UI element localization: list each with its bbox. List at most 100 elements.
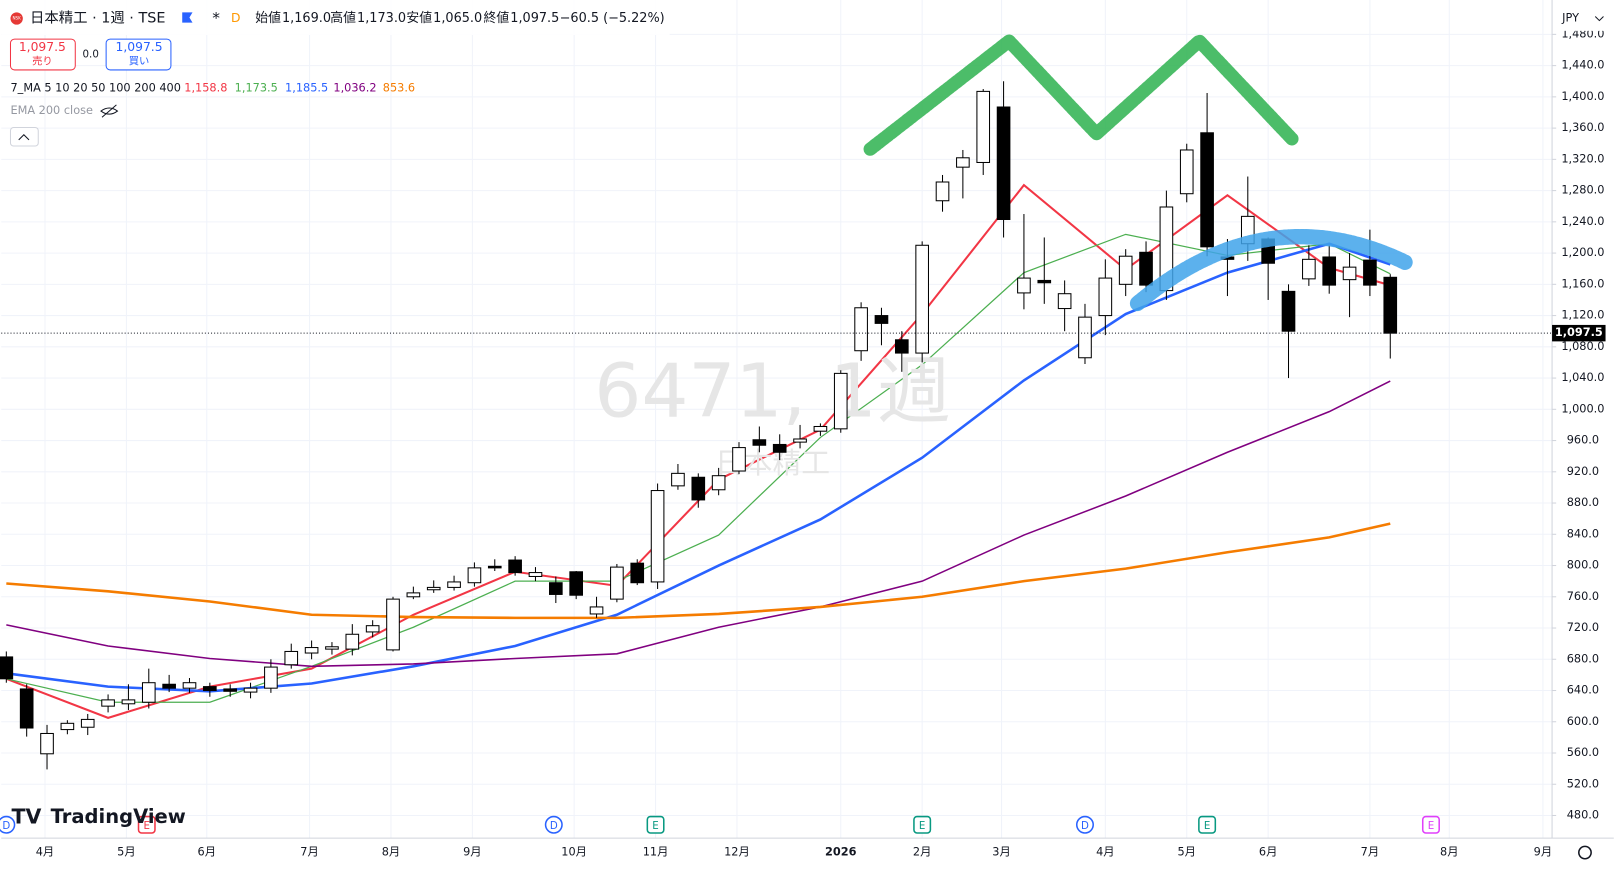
candle-body: [60, 722, 75, 731]
candle-body: [732, 447, 746, 472]
candle-body: [264, 666, 278, 689]
candle-body: [711, 475, 726, 491]
y-tick-label: 640.0: [1567, 684, 1599, 697]
candle-body: [19, 688, 34, 729]
candle-body: [894, 339, 909, 354]
candle-body: [691, 476, 706, 501]
x-tick-label: 6月: [198, 846, 217, 859]
candle-body: [1057, 293, 1072, 310]
candle-body: [121, 699, 136, 705]
spread: 0.0: [83, 49, 99, 61]
y-tick-label: 560.0: [1567, 746, 1599, 759]
sell-button[interactable]: [9, 38, 76, 71]
logo-text: NSK: [12, 16, 21, 21]
candle-body: [589, 606, 604, 615]
y-tick-label: 1,160.0: [1561, 277, 1604, 290]
candle-body: [610, 566, 624, 600]
brand-mark: TV: [12, 805, 42, 829]
candle-body: [1342, 266, 1357, 281]
ma-value: 1,158.8: [184, 81, 227, 94]
ma-line: [6, 380, 1391, 668]
ma-value: 1,036.2: [333, 81, 376, 94]
ma-value: 853.6: [383, 81, 415, 94]
x-tick-label: 5月: [1177, 846, 1195, 859]
candle-body: [1139, 251, 1153, 286]
x-tick-label: 4月: [36, 846, 55, 859]
candle-body: [1037, 279, 1052, 284]
ma-label[interactable]: 7_MA 5 10 20 50 100 200 400: [10, 81, 180, 94]
collapse-button[interactable]: [9, 127, 39, 147]
x-tick-label: 2月: [913, 846, 932, 859]
candle-body: [996, 106, 1011, 221]
y-tick-label: 920.0: [1567, 465, 1599, 478]
watermark: 6471, 1週: [594, 348, 951, 434]
highlight-zigzag: [863, 34, 1299, 156]
plot-area: [1, 0, 1553, 839]
time-axis: [1, 838, 1614, 869]
y-tick-label: 1,000.0: [1561, 402, 1604, 415]
hide-icon[interactable]: [100, 104, 119, 118]
collapse-icon: [18, 133, 30, 141]
candle-body: [1017, 277, 1031, 294]
sell-price[interactable]: 1,097.5: [19, 40, 66, 54]
candle-body: [793, 438, 807, 443]
buy-button[interactable]: [105, 38, 172, 71]
y-tick-label: 1,040.0: [1561, 371, 1604, 384]
candle-body: [1322, 256, 1337, 286]
event-label: D: [1081, 820, 1089, 832]
ohlc-value: 1,169.0: [282, 11, 331, 26]
y-tick-label: 1,080.0: [1561, 340, 1604, 353]
x-tick-label: 10月: [561, 846, 587, 859]
sell-label[interactable]: 売り: [32, 55, 53, 68]
candle-body: [304, 647, 319, 654]
y-tick-label: 1,280.0: [1561, 184, 1604, 197]
axes: 480.0 520.0 560.0 600.0 640.0 680.0 720.0 760.0…: [0, 27, 1606, 859]
last-price-label: 1,097.5: [1555, 326, 1603, 339]
candle-body: [772, 443, 787, 453]
ma-value: 1,173.5: [235, 81, 278, 94]
event-marker: [646, 815, 665, 834]
buy-price[interactable]: 1,097.5: [116, 40, 163, 54]
candle-body: [284, 650, 299, 666]
candle-body: [101, 699, 115, 707]
event-marker: [0, 815, 16, 834]
event-label: E: [1428, 820, 1435, 832]
candle-body: [915, 244, 929, 354]
candle-body: [813, 425, 828, 432]
buy-label[interactable]: 買い: [129, 56, 150, 68]
x-tick-label: 12月: [724, 846, 750, 859]
candle-body: [447, 581, 461, 588]
candle-body: [874, 315, 889, 324]
ohlc-value: 1,097.5: [510, 11, 559, 26]
logo: [10, 12, 23, 25]
y-tick-label: 1,200.0: [1561, 246, 1604, 259]
currency[interactable]: JPY: [1561, 12, 1579, 25]
ohlc-name: 終値: [484, 10, 510, 26]
x-tick-label: 6月: [1259, 846, 1277, 859]
candle-body: [345, 633, 360, 650]
settings-icon[interactable]: [1578, 845, 1592, 860]
y-tick-label: 1,400.0: [1561, 90, 1604, 103]
event-label: E: [1204, 820, 1210, 832]
ohlc-name: 始値: [255, 10, 281, 26]
candle-body: [671, 472, 685, 487]
candle-body: [0, 656, 14, 680]
x-tick-label: 5月: [117, 846, 136, 859]
ohlc-name: 高値: [330, 10, 356, 26]
header-bg: [1, 0, 670, 35]
x-tick-label: 2026: [825, 846, 857, 859]
y-tick-label: 840.0: [1567, 527, 1599, 540]
y-tick-label: 1,360.0: [1561, 121, 1604, 134]
flag-icon[interactable]: [182, 12, 193, 23]
ema-label[interactable]: EMA 200 close: [10, 104, 93, 117]
candle-body: [223, 688, 238, 692]
candle-body: [528, 572, 543, 577]
candle-body: [203, 686, 217, 692]
currency-caret: [1594, 16, 1604, 22]
currency-box[interactable]: [1553, 4, 1611, 31]
candle-body: [956, 157, 970, 168]
symbol[interactable]: 日本精工 · 1週 · TSE: [30, 10, 165, 27]
highlight-arc: [1129, 228, 1413, 312]
x-tick-label: 4月: [1096, 846, 1115, 859]
